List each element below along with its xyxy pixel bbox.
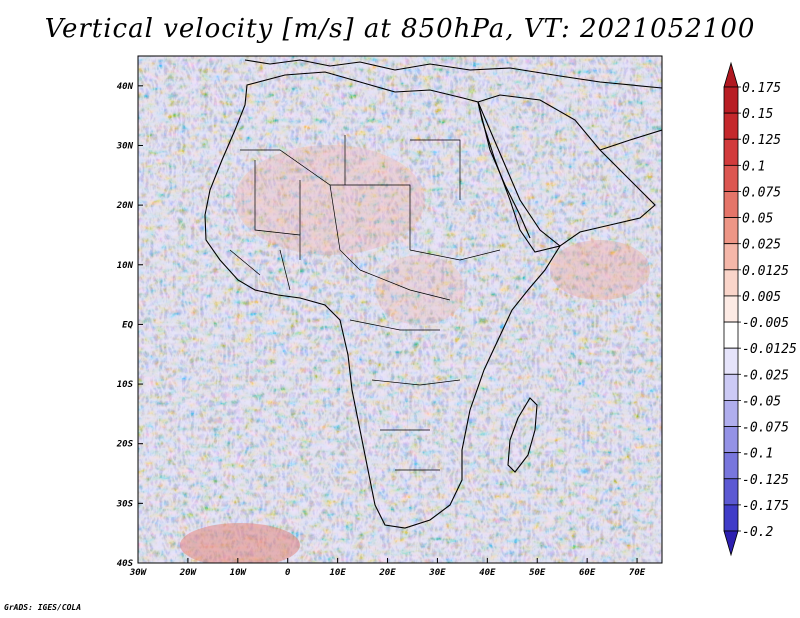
colorbar-label: -0.175 <box>742 499 789 514</box>
lon-tick-label: 30W <box>129 568 148 578</box>
colorbar-swatch <box>723 164 739 192</box>
lat-tick-label: 20S <box>116 440 134 450</box>
colorbar-label: 0.1 <box>742 159 765 174</box>
lon-tick-label: 0 <box>285 568 291 578</box>
colorbar-swatch <box>723 112 739 140</box>
chart-title: Vertical velocity [m/s] at 850hPa, VT: 2… <box>44 14 756 44</box>
lat-tick-label: 40N <box>117 82 134 92</box>
colorbar-max-triangle <box>723 61 739 88</box>
latitude-axis: 40N 30N 20N 10N EQ 10S 20S 30S 40S <box>116 82 143 569</box>
colorbar-swatch <box>723 478 739 506</box>
southwest-asia-coastline <box>599 129 662 151</box>
colorbar-label: 0.15 <box>742 107 773 122</box>
colorbar-label: -0.0125 <box>742 342 797 357</box>
colorbar-swatch <box>723 217 739 245</box>
colorbar-label: 0.075 <box>742 185 781 200</box>
colorbar-swatch <box>723 347 739 375</box>
colorbar-swatch <box>723 295 739 323</box>
colorbar-swatch <box>723 426 739 454</box>
colorbar-label: -0.025 <box>742 368 789 383</box>
longitude-axis: 30W 20W 10W 0 10E 20E 30E 40E 50E 60E 70E <box>129 558 646 578</box>
colorbar-label: -0.05 <box>742 394 781 409</box>
colorbar-label: 0.05 <box>742 212 773 227</box>
colorbar-swatch <box>723 373 739 401</box>
lat-tick-label: 30S <box>116 499 134 509</box>
lon-tick-label: 50E <box>529 568 546 578</box>
lon-tick-label: 30E <box>428 568 446 578</box>
colorbar-swatch <box>723 243 739 271</box>
colorbar-swatch <box>723 504 739 532</box>
country-borders <box>229 135 501 471</box>
coastlines <box>204 59 662 529</box>
lat-tick-label: 10S <box>117 380 134 390</box>
colorbar-label: -0.075 <box>742 421 789 436</box>
lon-tick-label: 10E <box>329 568 346 578</box>
lat-tick-label: EQ <box>122 320 133 330</box>
arabian-sea-updraft-area <box>550 240 650 300</box>
map-frame <box>137 55 663 564</box>
colorbar-label: -0.005 <box>742 316 789 331</box>
lon-tick-label: 70E <box>629 568 646 578</box>
colorbar-label: 0.025 <box>742 238 781 253</box>
grads-credit: GrADS: IGES/COLA <box>4 603 82 612</box>
colorbar: 0.175 0.15 0.125 0.1 0.075 0.05 0.025 0.0125 0.0… <box>723 61 797 557</box>
colorbar-swatch <box>723 191 739 218</box>
colorbar-swatch <box>723 138 739 166</box>
colorbar-min-triangle <box>723 530 739 557</box>
lat-tick-label: 40S <box>117 559 134 569</box>
colorbar-label: 0.125 <box>742 133 781 148</box>
colorbar-label: 0.005 <box>742 290 781 305</box>
lon-tick-label: 40E <box>479 568 496 578</box>
lon-tick-label: 20E <box>378 568 396 578</box>
colorbar-swatch <box>723 86 739 114</box>
lon-tick-label: 20W <box>179 568 198 578</box>
lat-tick-label: 10N <box>117 261 134 271</box>
colorbar-label: -0.2 <box>742 525 773 540</box>
lat-tick-label: 30N <box>116 141 134 151</box>
red-sea-coastline <box>477 101 531 239</box>
colorbar-label: -0.125 <box>742 473 789 488</box>
velocity-field <box>138 56 662 563</box>
sahara-updraft-area <box>235 145 425 255</box>
colorbar-swatch <box>723 321 739 349</box>
colorbar-swatch <box>723 452 739 480</box>
colorbar-swatch <box>723 269 739 297</box>
east-africa-updraft-area <box>375 255 465 325</box>
colorbar-label: -0.1 <box>742 447 773 462</box>
lon-tick-label: 60E <box>579 568 596 578</box>
colorbar-label: 0.0125 <box>742 264 789 279</box>
lon-tick-label: 10W <box>230 568 248 578</box>
lat-tick-label: 20N <box>116 201 134 211</box>
colorbar-swatch <box>723 400 739 427</box>
south-atlantic-updraft-area <box>180 523 300 563</box>
colorbar-label: 0.175 <box>742 81 781 96</box>
madagascar-coastline <box>507 397 538 473</box>
europe-coastline <box>244 59 662 89</box>
arabia-coastline <box>477 94 656 247</box>
